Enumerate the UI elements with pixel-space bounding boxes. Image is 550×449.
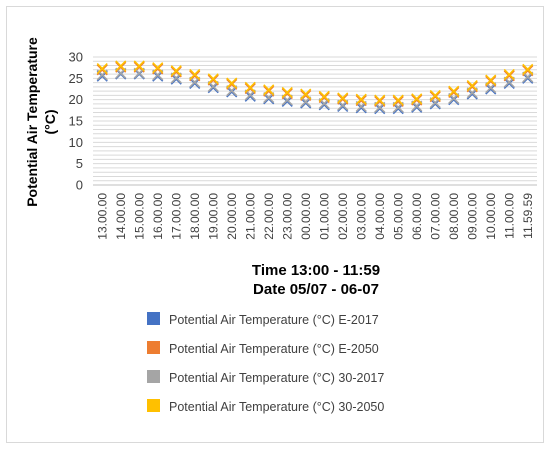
chart-frame: 0 5 10 15 20 25 30 13.00.00 14.00.00 15.00.00 16.… bbox=[6, 6, 544, 443]
x-tick-label: 01.00.00 bbox=[317, 193, 331, 240]
data-point bbox=[448, 85, 460, 97]
y-tick-label: 20 bbox=[69, 92, 83, 107]
y-axis-label: Potential Air Temperature (°C) bbox=[24, 37, 58, 207]
data-point bbox=[337, 92, 349, 104]
legend-label: Potential Air Temperature (°C) 30-2050 bbox=[169, 400, 384, 414]
data-point bbox=[263, 84, 275, 96]
y-tick-label: 30 bbox=[69, 50, 83, 65]
data-point bbox=[226, 77, 238, 89]
x-tick-label: 06.00.00 bbox=[410, 193, 424, 240]
legend-label: Potential Air Temperature (°C) E-2017 bbox=[169, 313, 379, 327]
legend-entry: Potential Air Temperature (°C) 30-2017 bbox=[147, 370, 384, 385]
chart: 0 5 10 15 20 25 30 13.00.00 14.00.00 15.00.00 16.… bbox=[24, 37, 537, 414]
x-tick-label: 16.00.00 bbox=[151, 193, 165, 240]
legend-entry: Potential Air Temperature (°C) 30-2050 bbox=[147, 399, 384, 414]
y-tick-label: 15 bbox=[69, 114, 83, 129]
legend-swatch bbox=[147, 370, 160, 383]
x-tick-label: 19.00.00 bbox=[206, 193, 220, 240]
data-point bbox=[96, 64, 108, 76]
y-tick-label: 5 bbox=[76, 156, 83, 171]
legend-label: Potential Air Temperature (°C) 30-2017 bbox=[169, 371, 384, 385]
x-tick-label: 21.00.00 bbox=[243, 193, 257, 240]
x-tick-label: 15.00.00 bbox=[132, 193, 146, 240]
data-point bbox=[170, 65, 182, 77]
x-tick-label: 23.00.00 bbox=[280, 193, 294, 240]
data-point bbox=[374, 94, 386, 106]
x-tick-label: 18.00.00 bbox=[188, 193, 202, 240]
data-point bbox=[411, 93, 423, 105]
x-axis-label-line2: Date 05/07 - 06-07 bbox=[253, 281, 379, 298]
x-tick-label: 00.00.00 bbox=[299, 193, 313, 240]
gridlines bbox=[93, 56, 537, 186]
x-tick-label: 09.00.00 bbox=[465, 193, 479, 240]
data-point bbox=[318, 90, 330, 102]
x-tick-label: 13.00.00 bbox=[95, 193, 109, 240]
data-point bbox=[96, 62, 108, 75]
x-axis-ticks: 13.00.00 14.00.00 15.00.00 16.00.00 17.00.00… bbox=[95, 193, 535, 240]
data-point bbox=[429, 89, 441, 101]
legend-swatch bbox=[147, 312, 160, 325]
x-tick-label: 17.00.00 bbox=[169, 193, 183, 240]
data-point bbox=[281, 86, 293, 98]
x-tick-label: 11.00.00 bbox=[502, 193, 516, 239]
y-axis-label-line1: Potential Air Temperature bbox=[24, 37, 40, 207]
x-axis-label-line1: Time 13:00 - 11:59 bbox=[252, 262, 380, 279]
data-point bbox=[244, 81, 256, 93]
data-point bbox=[115, 60, 127, 72]
data-point bbox=[466, 80, 478, 92]
x-tick-label: 08.00.00 bbox=[447, 193, 461, 240]
x-tick-label: 02.00.00 bbox=[336, 193, 350, 240]
data-point bbox=[485, 74, 497, 86]
legend: Potential Air Temperature (°C) E-2017 Pot… bbox=[147, 312, 384, 414]
series-4 bbox=[96, 60, 534, 106]
data-point bbox=[300, 88, 312, 100]
x-tick-label: 20.00.00 bbox=[225, 193, 239, 240]
data-point bbox=[503, 68, 515, 81]
data-point bbox=[392, 94, 404, 106]
legend-entry: Potential Air Temperature (°C) E-2017 bbox=[147, 312, 379, 327]
y-tick-label: 10 bbox=[69, 135, 83, 150]
y-axis-ticks: 0 5 10 15 20 25 30 bbox=[69, 50, 83, 193]
legend-swatch bbox=[147, 341, 160, 354]
data-point bbox=[207, 73, 219, 85]
data-point bbox=[133, 60, 145, 72]
y-axis-label-line2: (°C) bbox=[42, 109, 58, 134]
y-tick-label: 25 bbox=[69, 71, 83, 86]
legend-swatch bbox=[147, 399, 160, 412]
x-tick-label: 05.00.00 bbox=[391, 193, 405, 240]
x-tick-label: 11.59.59 bbox=[521, 193, 535, 239]
x-tick-label: 10.00.00 bbox=[484, 193, 498, 240]
data-point bbox=[152, 62, 164, 74]
legend-entry: Potential Air Temperature (°C) E-2050 bbox=[147, 341, 379, 356]
x-tick-label: 22.00.00 bbox=[262, 193, 276, 240]
data-point bbox=[355, 93, 367, 105]
x-tick-label: 07.00.00 bbox=[428, 193, 442, 240]
legend-label: Potential Air Temperature (°C) E-2050 bbox=[169, 342, 379, 356]
x-tick-label: 04.00.00 bbox=[373, 193, 387, 240]
data-point bbox=[522, 63, 534, 75]
x-tick-label: 14.00.00 bbox=[114, 193, 128, 240]
data-marks bbox=[96, 60, 534, 115]
x-tick-label: 03.00.00 bbox=[354, 193, 368, 240]
data-point bbox=[189, 68, 201, 81]
y-tick-label: 0 bbox=[76, 178, 83, 193]
